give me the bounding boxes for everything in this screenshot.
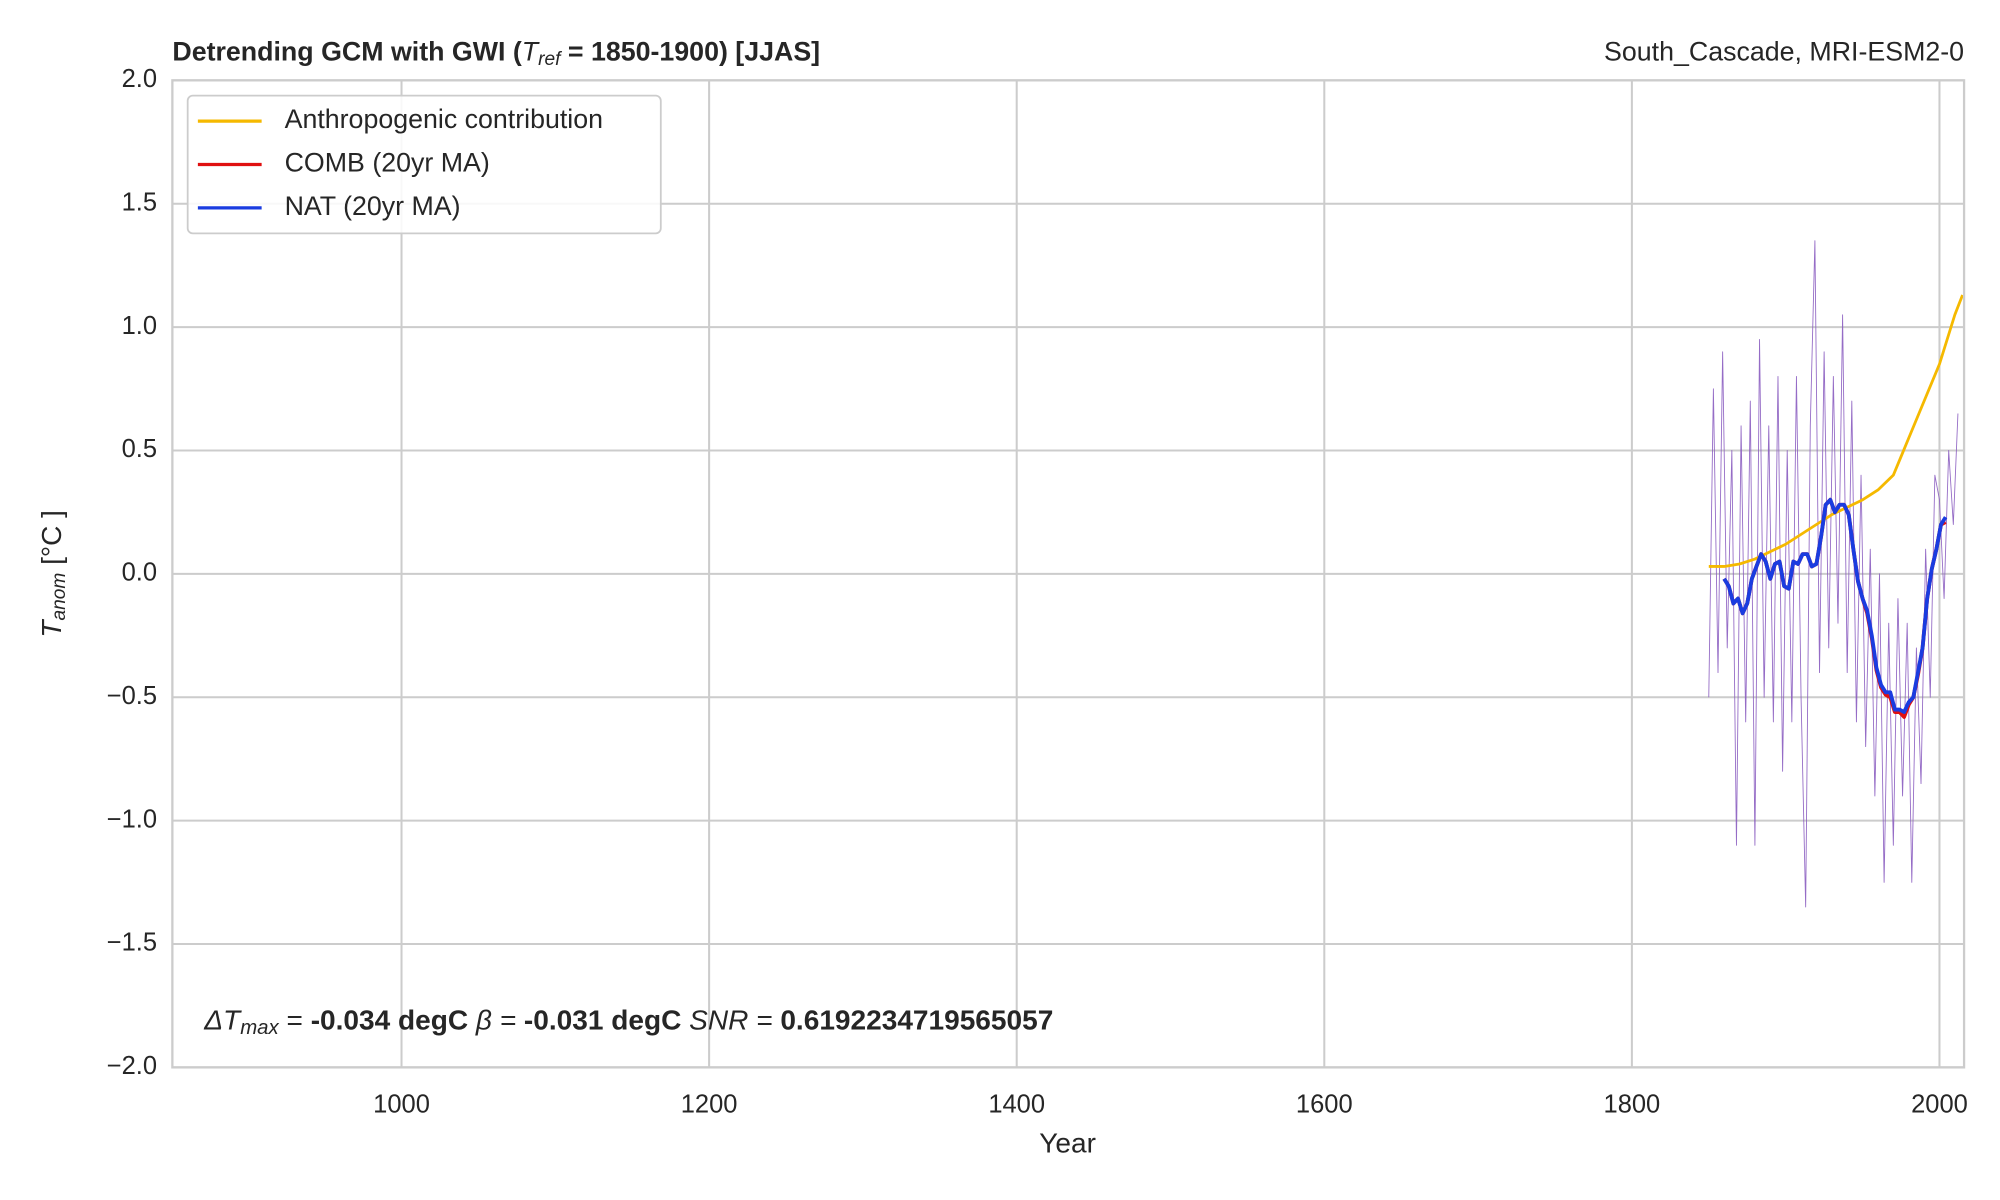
x-tick-label: 2000 xyxy=(1911,1090,1968,1118)
annotation-part: β = xyxy=(468,1005,524,1036)
y-tick-label: −2.0 xyxy=(107,1052,157,1080)
right-title: South_Cascade, MRI-ESM2-0 xyxy=(1604,37,1964,67)
y-tick-label: 1.0 xyxy=(122,312,157,340)
annotation: ΔTmax = -0.034 degC β = -0.031 degC SNR … xyxy=(203,1005,1053,1039)
y-axis-label: Tanom [°C ] xyxy=(36,510,70,638)
title-part: = 1850-1900) [JJAS] xyxy=(560,37,820,67)
y-tick-label: 2.0 xyxy=(122,65,157,93)
x-axis-label: Year xyxy=(1039,1128,1096,1159)
annotation-part: = xyxy=(279,1005,311,1036)
annotation-part: ΔT xyxy=(203,1005,242,1036)
title-part: Detrending GCM with GWI ( xyxy=(172,37,521,67)
y-label-part: [°C ] xyxy=(36,510,67,573)
x-tick-label: 1400 xyxy=(988,1090,1045,1118)
plot-frame xyxy=(171,79,1966,1069)
title-part: T xyxy=(522,37,540,67)
title-part: ref xyxy=(538,49,562,70)
annotation-part: SNR = xyxy=(681,1005,780,1036)
grid xyxy=(172,79,1965,1069)
y-tick-label: 0.5 xyxy=(122,435,157,463)
chart-title: Detrending GCM with GWI (Tref = 1850-190… xyxy=(172,37,820,70)
x-tick-label: 1800 xyxy=(1604,1090,1661,1118)
annotation-part: 0.6192234719565057 xyxy=(780,1005,1053,1036)
y-tick-label: 0.0 xyxy=(122,559,157,587)
y-tick-label: −0.5 xyxy=(107,682,157,710)
series-line xyxy=(1708,240,1959,908)
series-line xyxy=(1708,294,1964,568)
x-tick-label: 1200 xyxy=(681,1090,738,1118)
x-tick-label: 1000 xyxy=(373,1090,430,1118)
legend-label: Anthropogenic contribution xyxy=(285,104,603,134)
y-tick-label: −1.5 xyxy=(107,929,157,957)
legend-label: NAT (20yr MA) xyxy=(285,191,461,221)
annotation-part: max xyxy=(240,1018,279,1040)
y-tick-label: −1.0 xyxy=(107,805,157,833)
y-label-part: T xyxy=(36,619,67,638)
x-tick-label: 1600 xyxy=(1296,1090,1353,1118)
legend-label: COMB (20yr MA) xyxy=(285,148,490,178)
y-label-part: anom xyxy=(49,573,70,621)
annotation-part: -0.031 degC xyxy=(524,1005,681,1036)
legend-box xyxy=(186,94,662,235)
series-line xyxy=(1722,497,1948,714)
annotation-part: -0.034 degC xyxy=(311,1005,468,1036)
y-tick-label: 1.5 xyxy=(122,188,157,216)
